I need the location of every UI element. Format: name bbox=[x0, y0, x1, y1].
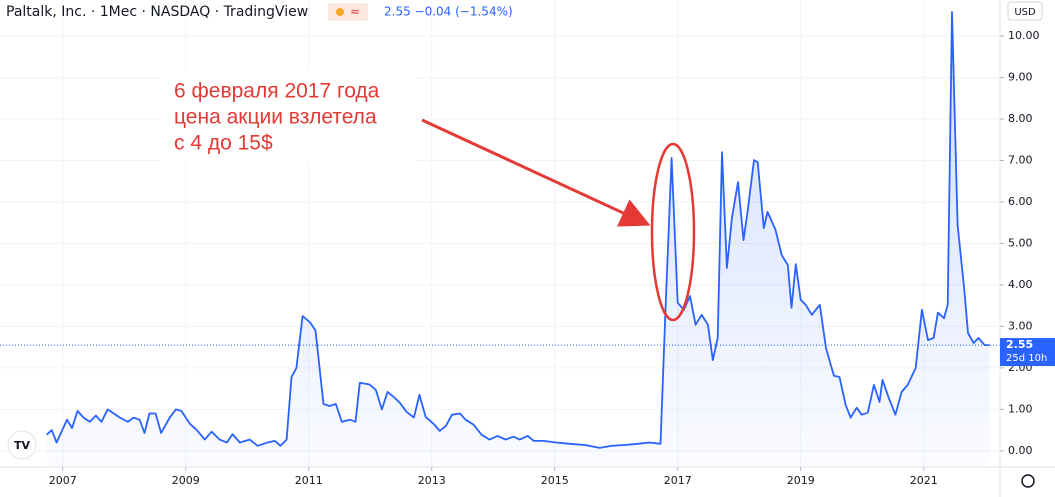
y-tick-label: 0.00 bbox=[1008, 444, 1033, 457]
x-tick-label: 2017 bbox=[664, 474, 692, 487]
x-tick-label: 2009 bbox=[172, 474, 200, 487]
y-tick-label: 4.00 bbox=[1008, 278, 1033, 291]
x-tick-label: 2019 bbox=[787, 474, 815, 487]
wave-icon: ≈ bbox=[350, 5, 360, 19]
logo-mark: TV bbox=[14, 439, 31, 452]
y-tick-label: 6.00 bbox=[1008, 195, 1033, 208]
x-tick-label: 2011 bbox=[295, 474, 323, 487]
countdown-label: 25d 10h bbox=[1006, 353, 1047, 364]
area-fill bbox=[46, 12, 990, 467]
chart-title: Paltalk, Inc. · 1Мес · NASDAQ · TradingV… bbox=[6, 4, 308, 20]
x-tick-label: 2015 bbox=[541, 474, 569, 487]
currency-button[interactable] bbox=[1007, 1, 1043, 21]
last-price-label: 2.55 bbox=[1006, 338, 1033, 351]
y-tick-label: 1.00 bbox=[1008, 402, 1033, 415]
plot-area bbox=[0, 0, 1000, 467]
annotation-line: цена акции взлетела bbox=[174, 106, 377, 129]
sun-icon bbox=[336, 8, 344, 16]
arrow bbox=[421, 118, 651, 227]
y-tick-label: 7.00 bbox=[1008, 154, 1033, 167]
annotation: 6 февраля 2017 года цена акции взлетела с … bbox=[174, 80, 380, 155]
currency[interactable]: USD bbox=[1014, 7, 1036, 18]
y-tick-label: 5.00 bbox=[1008, 236, 1033, 249]
x-tick-label: 2021 bbox=[910, 474, 938, 487]
quote: 2.55 −0.04 (−1.54%) bbox=[384, 5, 513, 19]
x-tick-label: 2007 bbox=[49, 474, 77, 487]
logo bbox=[7, 430, 37, 460]
annotation-line: с 4 до 15$ bbox=[174, 132, 273, 155]
y-tick-label: 10.00 bbox=[1008, 29, 1040, 42]
highlight-ellipse bbox=[650, 142, 696, 322]
settings-icon[interactable] bbox=[1021, 474, 1035, 488]
x-tick-label: 2013 bbox=[418, 474, 446, 487]
y-tick-label: 3.00 bbox=[1008, 319, 1033, 332]
price-line bbox=[46, 11, 990, 449]
last-price-tag bbox=[1000, 338, 1055, 367]
status-badge bbox=[328, 3, 368, 21]
y-tick-label: 9.00 bbox=[1008, 71, 1033, 84]
annotation-box bbox=[160, 68, 415, 163]
y-tick-label: 8.00 bbox=[1008, 112, 1033, 125]
annotation-line: 6 февраля 2017 года bbox=[174, 80, 380, 103]
